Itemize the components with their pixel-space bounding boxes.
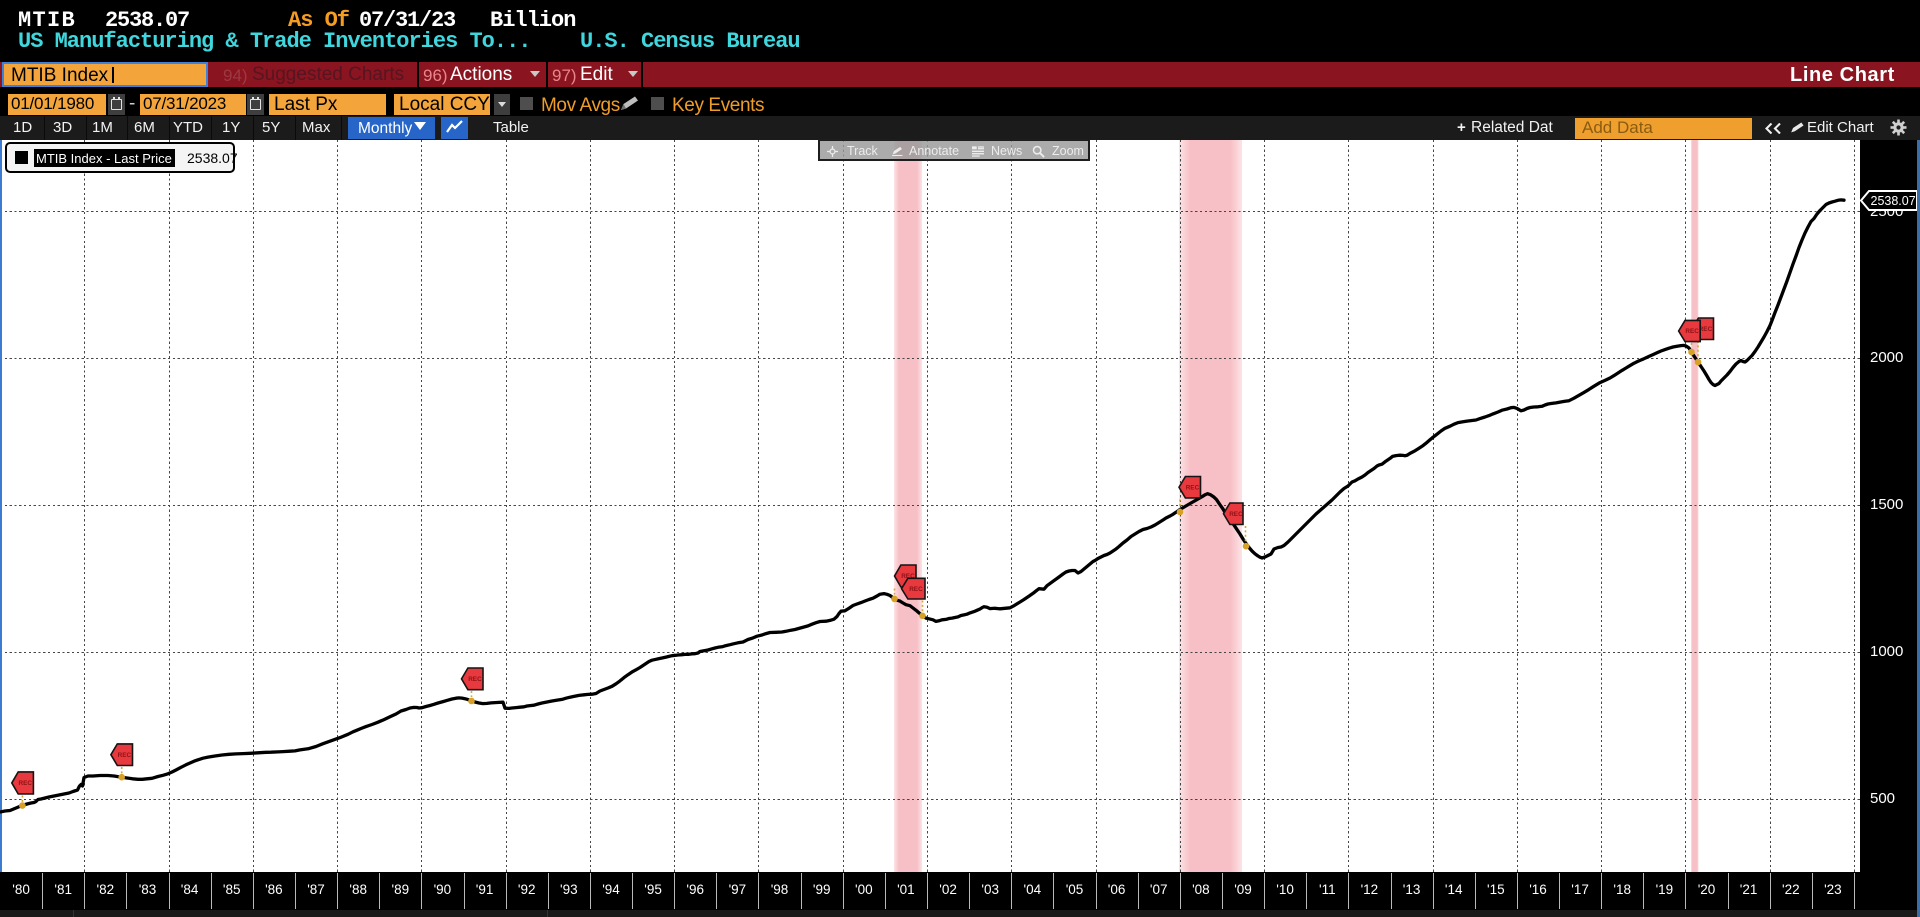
svg-text:REC: REC bbox=[19, 780, 33, 787]
svg-text:2538.07: 2538.07 bbox=[1871, 194, 1916, 208]
svg-text:REC: REC bbox=[901, 573, 915, 580]
svg-text:REC: REC bbox=[1685, 328, 1699, 335]
svg-text:REC: REC bbox=[118, 752, 132, 759]
svg-text:REC: REC bbox=[1229, 511, 1243, 518]
svg-text:REC: REC bbox=[1699, 326, 1713, 333]
svg-text:REC: REC bbox=[1186, 484, 1200, 491]
svg-text:REC: REC bbox=[909, 586, 923, 593]
svg-text:REC: REC bbox=[468, 676, 482, 683]
